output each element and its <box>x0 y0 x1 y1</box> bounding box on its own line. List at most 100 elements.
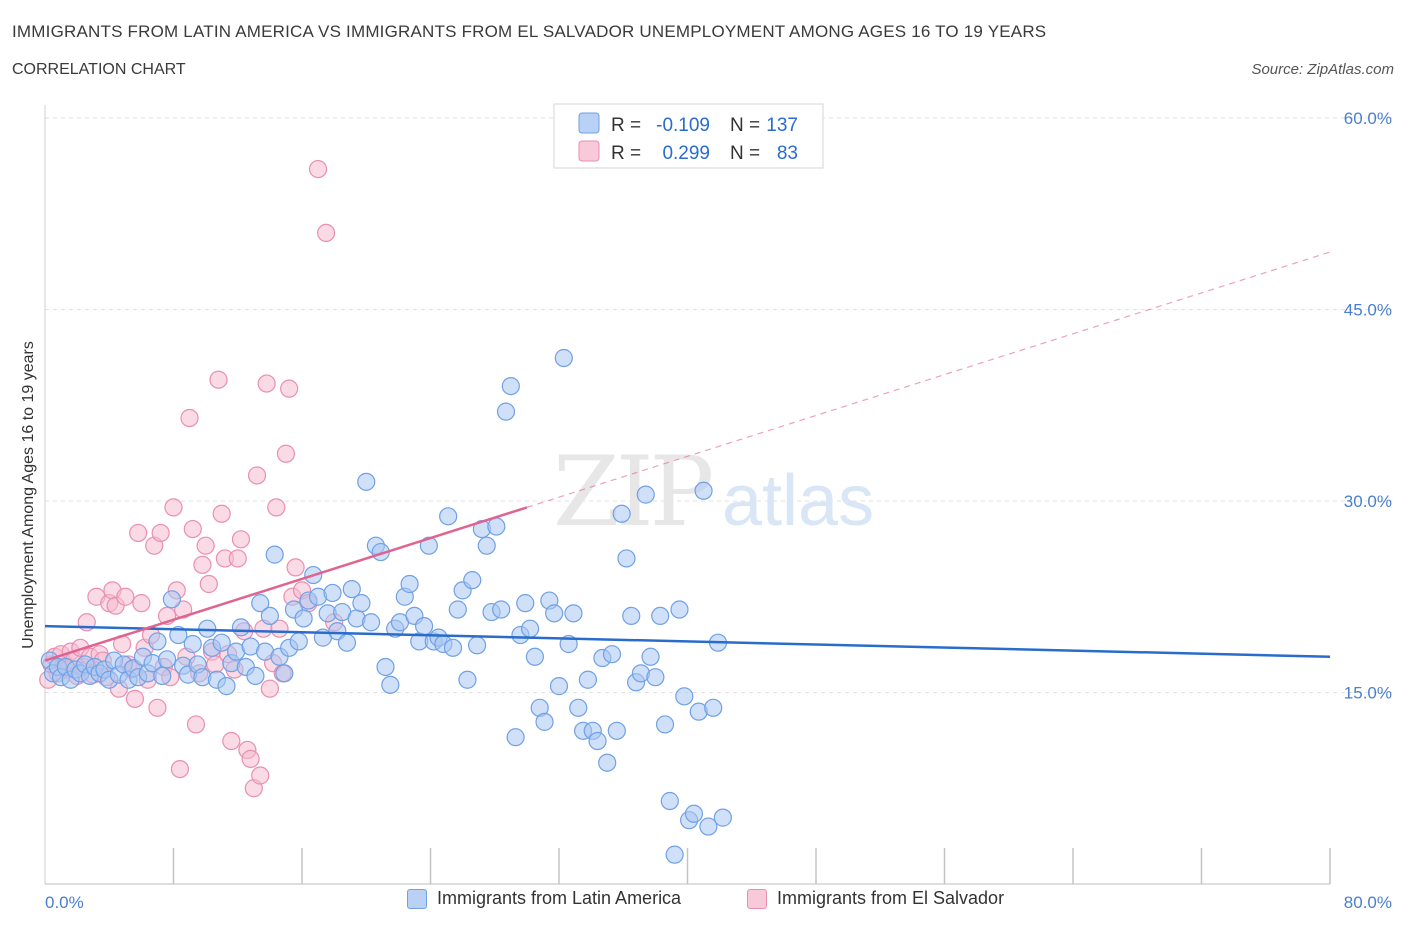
data-point <box>183 634 202 654</box>
y-tick-label: 30.0% <box>1344 492 1392 511</box>
data-point <box>467 636 487 655</box>
data-point <box>228 549 247 568</box>
watermark-atlas: atlas <box>722 461 874 541</box>
data-point <box>286 558 305 577</box>
data-point <box>607 721 626 740</box>
data-point <box>525 647 545 666</box>
data-point <box>463 571 482 590</box>
chart-title: IMMIGRANTS FROM LATIN AMERICA VS IMMIGRA… <box>12 22 1047 41</box>
legend-item-latin-america[interactable]: Immigrants from Latin America <box>407 888 681 909</box>
data-point <box>655 715 675 734</box>
data-point <box>641 647 660 666</box>
data-point <box>217 677 236 696</box>
data-point <box>448 600 467 619</box>
trend-lines <box>44 251 1331 662</box>
data-point <box>520 619 540 638</box>
data-point <box>569 698 588 717</box>
data-point <box>675 687 694 706</box>
data-point <box>169 625 188 645</box>
data-point <box>132 594 151 613</box>
data-point <box>670 600 689 619</box>
stats-legend: R = -0.109 N = 137 R = 0.299 N = 83 <box>553 103 824 169</box>
legend-swatch-blue <box>407 888 427 909</box>
data-point <box>646 668 665 687</box>
gridlines <box>45 117 1392 693</box>
data-point <box>704 698 723 717</box>
stats-n-label-blue: N = <box>730 115 760 136</box>
data-point <box>439 507 458 526</box>
source-credit: Source: ZipAtlas.com <box>1251 61 1394 78</box>
stats-legend-swatch-pink <box>578 140 600 162</box>
data-point <box>196 536 215 555</box>
data-point <box>337 633 357 652</box>
data-point <box>265 545 284 564</box>
data-point <box>157 650 177 669</box>
data-point <box>180 408 199 428</box>
y-tick-label: 15.0% <box>1344 684 1392 703</box>
x-tick-label-min: 0.0% <box>45 893 84 912</box>
data-point <box>129 523 148 543</box>
x-tick-label-max: 80.0% <box>1344 893 1392 912</box>
data-point <box>617 549 636 568</box>
legend-item-el-salvador[interactable]: Immigrants from El Salvador <box>747 888 1004 909</box>
data-point <box>212 504 231 523</box>
x-tick-labels: 0.0% 80.0% <box>45 893 1392 912</box>
data-point <box>174 600 193 619</box>
data-point <box>545 604 564 623</box>
trend-line <box>44 506 528 662</box>
data-point <box>308 159 328 179</box>
data-point <box>148 698 167 717</box>
data-point <box>376 657 395 677</box>
watermark-zip: ZIP <box>553 436 712 548</box>
data-point <box>125 689 145 708</box>
y-axis-label: Unemployment Among Ages 16 to 19 years <box>20 341 37 649</box>
stats-n-label-pink: N = <box>730 143 760 164</box>
y-tick-labels: 15.0% 30.0% 45.0% 60.0% <box>1344 109 1392 703</box>
data-point <box>694 481 713 500</box>
chart-subtitle: CORRELATION CHART <box>12 61 186 78</box>
data-point <box>684 804 704 823</box>
stats-r-value-blue: -0.109 <box>656 115 710 136</box>
data-point <box>316 223 336 242</box>
data-point <box>477 536 496 555</box>
data-point <box>247 466 267 485</box>
data-point <box>294 609 313 628</box>
data-point <box>267 498 286 517</box>
data-point <box>280 379 299 398</box>
data-point <box>352 594 371 613</box>
data-point <box>578 670 598 689</box>
data-point <box>660 791 679 811</box>
data-point <box>458 670 477 689</box>
data-point <box>622 606 641 626</box>
stats-r-label-blue: R = <box>611 115 641 136</box>
data-point <box>246 666 265 686</box>
watermark: ZIP atlas <box>553 436 874 548</box>
data-point <box>443 638 463 657</box>
data-point <box>151 523 170 543</box>
legend-label-el-salvador: Immigrants from El Salvador <box>777 888 1005 908</box>
series-latin-america <box>40 348 732 864</box>
data-point <box>419 536 438 555</box>
data-point <box>535 712 554 731</box>
data-point <box>162 590 181 609</box>
data-point <box>699 817 718 836</box>
data-point <box>164 498 183 517</box>
legend-label-latin-america: Immigrants from Latin America <box>437 888 682 908</box>
data-point <box>260 679 279 698</box>
data-point <box>153 666 172 686</box>
data-point <box>183 519 202 539</box>
stats-r-label-pink: R = <box>611 143 641 164</box>
data-point <box>598 753 617 772</box>
data-point <box>496 402 516 421</box>
data-point <box>357 472 376 491</box>
data-point <box>361 613 381 632</box>
x-ticks <box>172 848 1331 884</box>
data-point <box>554 348 573 368</box>
data-point <box>170 759 190 779</box>
data-point <box>212 633 231 652</box>
data-point <box>612 504 631 523</box>
data-point <box>501 377 520 396</box>
data-point <box>241 749 260 768</box>
data-point <box>564 604 583 623</box>
